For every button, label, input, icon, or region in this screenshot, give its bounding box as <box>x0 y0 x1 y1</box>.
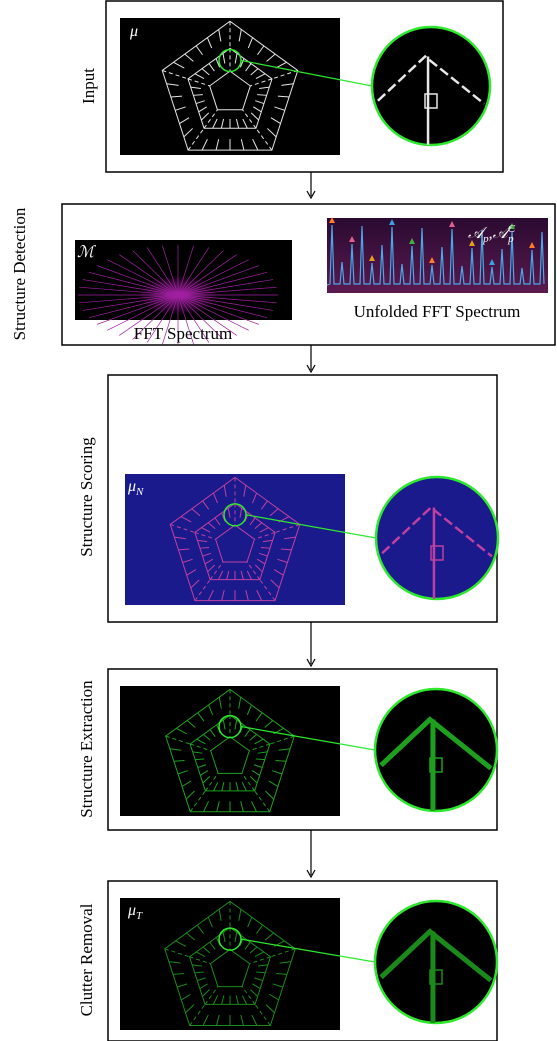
label-part: μ <box>129 23 138 40</box>
zoom-bg <box>372 27 490 145</box>
tick <box>200 547 209 548</box>
image-label: μ <box>129 23 138 40</box>
label-part: p <box>507 233 514 245</box>
image-label: ℳ <box>77 244 97 261</box>
image-label: 𝒜p,𝒜Cp <box>468 223 516 245</box>
caption: Unfolded FFT Spectrum <box>354 302 521 321</box>
zoom-bg <box>376 477 498 599</box>
stage-label: Structure Scoring <box>77 437 96 557</box>
stage-label: Structure Extraction <box>77 680 96 818</box>
label-part: T <box>136 910 143 922</box>
tick <box>261 547 270 548</box>
stage-label: Input <box>79 68 98 104</box>
clip-mask <box>75 225 292 240</box>
figure: Input Structure Detection Structure Scor… <box>0 0 557 1041</box>
label-part: N <box>135 486 144 498</box>
tick <box>195 972 204 973</box>
zoom-bg <box>375 689 497 811</box>
tick <box>256 759 265 760</box>
tick <box>256 972 265 973</box>
label-part: μ <box>127 478 136 495</box>
clip-mask <box>64 240 75 320</box>
zoom-bg <box>375 901 497 1023</box>
label-part: μ <box>127 902 136 919</box>
label-part: ℳ <box>77 244 97 261</box>
caption: FFT Spectrum <box>134 324 232 343</box>
stage-label: Clutter Removal <box>77 903 96 1016</box>
stage-label: Structure Detection <box>10 207 29 340</box>
tick <box>195 759 204 760</box>
